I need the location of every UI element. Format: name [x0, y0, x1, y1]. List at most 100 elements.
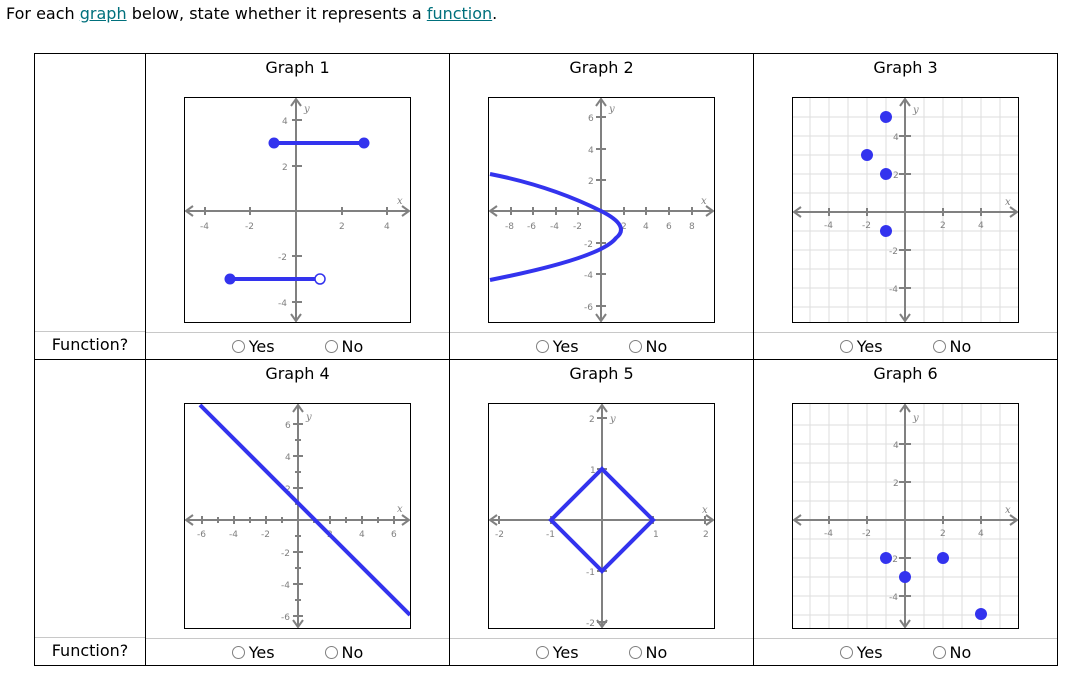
svg-text:6: 6	[391, 530, 397, 540]
graph-3-plot: -4 -2 2 4 4 2 -2 -4 x y	[792, 97, 1019, 323]
radio-circle-icon[interactable]	[231, 339, 245, 353]
svg-text:-2: -2	[261, 530, 270, 540]
svg-text:x: x	[397, 196, 403, 207]
svg-text:x: x	[702, 505, 708, 516]
radio-circle-icon[interactable]	[535, 645, 549, 659]
graph-title: Graph 5	[569, 364, 634, 383]
graph-5-no-radio[interactable]: No	[628, 643, 667, 662]
radio-circle-icon[interactable]	[628, 339, 642, 353]
svg-text:2: 2	[621, 222, 627, 232]
radio-circle-icon[interactable]	[932, 339, 946, 353]
row-label-cell: Function?	[34, 359, 146, 666]
svg-text:-4: -4	[278, 299, 287, 309]
graph-title: Graph 4	[265, 364, 330, 383]
svg-text:4: 4	[282, 117, 288, 127]
svg-text:x: x	[397, 504, 403, 515]
graph-2-plot: -8 -6 -4 -2 2 4 6 8 6 4 2 -2 -4 -6 x y	[488, 97, 715, 323]
prompt-suffix: .	[492, 4, 498, 23]
graph-6-no-radio[interactable]: No	[932, 643, 971, 662]
graph-4-no-radio[interactable]: No	[324, 643, 363, 662]
radio-circle-icon[interactable]	[535, 339, 549, 353]
function-answer-1: Yes No	[146, 333, 449, 359]
graph-3-svg: -4 -2 2 4 4 2 -2 -4 x y	[793, 98, 1018, 322]
graph-title: Graph 2	[569, 58, 634, 77]
radio-circle-icon[interactable]	[628, 645, 642, 659]
svg-text:2: 2	[940, 529, 946, 539]
prompt-middle: below, state whether it represents a	[126, 4, 427, 23]
graph-1-no-radio[interactable]: No	[324, 337, 363, 356]
graph-6-svg: -4 -2 2 4 4 2 -2 -4 x y	[793, 404, 1018, 628]
svg-text:-2: -2	[889, 247, 898, 257]
graph-6-yes-radio[interactable]: Yes	[839, 643, 883, 662]
svg-text:-4: -4	[281, 581, 290, 591]
svg-text:4: 4	[588, 146, 594, 156]
radio-circle-icon[interactable]	[839, 645, 853, 659]
svg-text:2: 2	[703, 530, 709, 540]
svg-text:-1: -1	[546, 530, 555, 540]
radio-circle-icon[interactable]	[932, 645, 946, 659]
graph-cell-6: Graph 6	[753, 359, 1058, 666]
svg-text:-2: -2	[862, 529, 871, 539]
function-question-label: Function?	[51, 641, 129, 660]
svg-text:-4: -4	[584, 271, 593, 281]
graph-4-svg: -6-4 -22 46 64 2-2 -4-6 x y	[185, 404, 410, 628]
function-answer-6: Yes No	[754, 639, 1057, 665]
graph-5-yes-radio[interactable]: Yes	[535, 643, 579, 662]
svg-text:4: 4	[893, 441, 899, 451]
graph-4-yes-radio[interactable]: Yes	[231, 643, 275, 662]
svg-text:-2: -2	[586, 619, 595, 628]
graph-link[interactable]: graph	[79, 4, 127, 23]
svg-text:-1: -1	[586, 568, 595, 578]
graph-title: Graph 3	[873, 58, 938, 77]
svg-text:-4: -4	[889, 285, 898, 295]
graph-5-plot: -2 -1 1 2 2 1 -1 -2 x y	[488, 403, 715, 629]
svg-text:x: x	[1005, 197, 1011, 208]
graph-row-2: Function? Graph 4	[34, 359, 1058, 666]
svg-text:x: x	[701, 196, 707, 207]
function-answer-5: Yes No	[450, 639, 753, 665]
radio-circle-icon[interactable]	[324, 645, 338, 659]
function-answer-2: Yes No	[450, 333, 753, 359]
graph-title: Graph 1	[265, 58, 330, 77]
svg-text:-6: -6	[281, 613, 290, 623]
svg-text:-2: -2	[584, 240, 593, 250]
function-question-label: Function?	[51, 335, 129, 354]
graph-3-no-radio[interactable]: No	[932, 337, 971, 356]
radio-circle-icon[interactable]	[324, 339, 338, 353]
graph-3-yes-radio[interactable]: Yes	[839, 337, 883, 356]
svg-text:-2: -2	[889, 555, 898, 565]
function-link[interactable]: function	[426, 4, 493, 23]
svg-text:2: 2	[282, 163, 288, 173]
svg-text:6: 6	[588, 114, 594, 124]
svg-text:-2: -2	[278, 253, 287, 263]
svg-text:2: 2	[940, 221, 946, 231]
radio-circle-icon[interactable]	[231, 645, 245, 659]
graph-1-yes-radio[interactable]: Yes	[231, 337, 275, 356]
graph-row-1: Function? Graph 1	[34, 53, 1058, 360]
function-answer-3: Yes No	[754, 333, 1057, 359]
svg-text:-2: -2	[573, 222, 582, 232]
svg-text:8: 8	[689, 222, 695, 232]
row-label-cell: Function?	[34, 53, 146, 360]
function-answer-4: Yes No	[146, 639, 449, 665]
svg-text:6: 6	[666, 222, 672, 232]
svg-text:-4: -4	[889, 593, 898, 603]
svg-text:2: 2	[893, 171, 899, 181]
svg-text:2: 2	[893, 479, 899, 489]
graph-2-no-radio[interactable]: No	[628, 337, 667, 356]
graph-2-yes-radio[interactable]: Yes	[535, 337, 579, 356]
radio-circle-icon[interactable]	[839, 339, 853, 353]
graphs-table: Function? Graph 1	[34, 53, 1058, 666]
svg-text:-8: -8	[505, 222, 514, 232]
svg-text:x: x	[1005, 505, 1011, 516]
svg-text:-6: -6	[527, 222, 536, 232]
svg-text:-6: -6	[584, 303, 593, 313]
question-prompt: For each graph below, state whether it r…	[6, 4, 497, 24]
svg-text:6: 6	[285, 421, 291, 431]
graph-5-svg: -2 -1 1 2 2 1 -1 -2 x y	[489, 404, 714, 628]
svg-text:-4: -4	[824, 221, 833, 231]
graph-4-plot: -6-4 -22 46 64 2-2 -4-6 x y	[184, 403, 411, 629]
svg-text:4: 4	[285, 453, 291, 463]
svg-text:4: 4	[384, 222, 390, 232]
graph-1-svg: -4 -2 2 4 4 2 -2 -4 x y	[185, 98, 410, 322]
